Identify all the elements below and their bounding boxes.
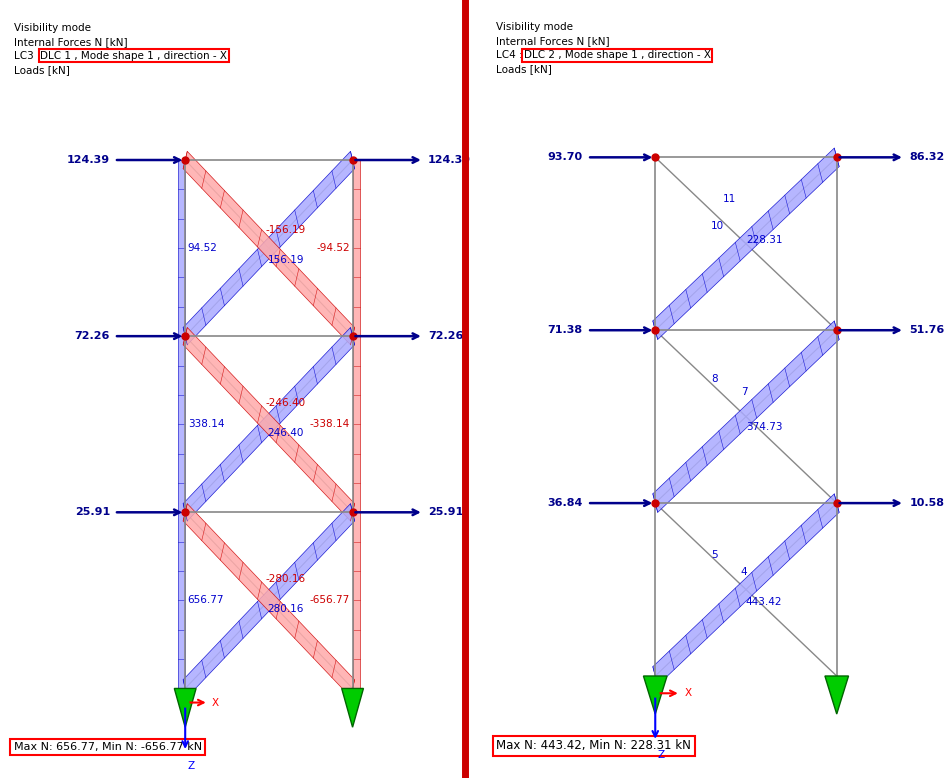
Text: 338.14: 338.14 [187, 419, 224, 429]
Polygon shape [178, 512, 185, 689]
Text: 374.73: 374.73 [745, 422, 782, 432]
Text: 25.91: 25.91 [428, 507, 464, 517]
Polygon shape [178, 336, 185, 512]
Polygon shape [184, 328, 355, 521]
Text: 86.32: 86.32 [909, 152, 944, 163]
Text: Max N: 656.77, Min N: -656.77 kN: Max N: 656.77, Min N: -656.77 kN [13, 742, 201, 752]
Text: 5: 5 [710, 550, 718, 560]
Text: 4: 4 [741, 567, 747, 577]
Text: -656.77: -656.77 [309, 595, 350, 605]
Text: 71.38: 71.38 [548, 325, 583, 335]
Text: X: X [212, 698, 219, 707]
Text: 656.77: 656.77 [187, 595, 224, 605]
Text: 10: 10 [710, 222, 724, 232]
Text: -246.40: -246.40 [266, 398, 306, 408]
Text: Visibility mode: Visibility mode [13, 23, 91, 33]
Text: 72.26: 72.26 [75, 331, 110, 342]
Polygon shape [353, 512, 360, 689]
Polygon shape [184, 152, 355, 345]
Polygon shape [342, 689, 363, 727]
Text: -156.19: -156.19 [266, 226, 306, 236]
Text: 7: 7 [741, 387, 747, 398]
Text: Internal Forces N [kN]: Internal Forces N [kN] [497, 37, 610, 47]
Polygon shape [643, 676, 667, 714]
Text: 10.58: 10.58 [909, 498, 944, 508]
Text: 246.40: 246.40 [268, 428, 304, 438]
Text: 124.39: 124.39 [67, 155, 110, 165]
Polygon shape [653, 494, 839, 685]
Text: 93.70: 93.70 [548, 152, 583, 163]
Text: -94.52: -94.52 [316, 243, 350, 253]
Text: Z: Z [658, 750, 665, 760]
Polygon shape [353, 336, 360, 512]
Text: 51.76: 51.76 [909, 325, 944, 335]
Text: DLC 1 , Mode shape 1 , direction - X: DLC 1 , Mode shape 1 , direction - X [41, 51, 227, 61]
Polygon shape [353, 160, 360, 336]
Polygon shape [184, 503, 355, 697]
Text: LC4 :: LC4 : [497, 50, 526, 60]
Text: Max N: 443.42, Min N: 228.31 kN: Max N: 443.42, Min N: 228.31 kN [497, 739, 692, 752]
Text: -338.14: -338.14 [309, 419, 350, 429]
Text: 280.16: 280.16 [268, 605, 304, 614]
Text: 228.31: 228.31 [745, 235, 782, 245]
Polygon shape [178, 160, 185, 336]
Polygon shape [184, 152, 355, 345]
Text: Z: Z [187, 761, 195, 771]
Text: 8: 8 [710, 373, 718, 384]
Polygon shape [174, 689, 196, 727]
Polygon shape [653, 148, 839, 339]
Text: LC3 :: LC3 : [13, 51, 44, 61]
Text: -280.16: -280.16 [266, 574, 306, 584]
Text: 25.91: 25.91 [75, 507, 110, 517]
Text: 156.19: 156.19 [268, 255, 304, 265]
Text: 72.26: 72.26 [428, 331, 464, 342]
Text: Visibility mode: Visibility mode [497, 23, 573, 33]
Text: DLC 2 , Mode shape 1 , direction - X: DLC 2 , Mode shape 1 , direction - X [524, 50, 710, 60]
Text: 11: 11 [723, 194, 736, 204]
Text: 443.42: 443.42 [745, 597, 782, 607]
Polygon shape [184, 328, 355, 521]
Text: X: X [684, 689, 692, 699]
Polygon shape [825, 676, 849, 714]
Text: 36.84: 36.84 [548, 498, 583, 508]
Text: Loads [kN]: Loads [kN] [497, 64, 552, 74]
Text: Internal Forces N [kN]: Internal Forces N [kN] [13, 37, 128, 47]
Polygon shape [653, 321, 839, 513]
Text: 124.39: 124.39 [428, 155, 471, 165]
Text: Loads [kN]: Loads [kN] [13, 65, 69, 75]
Text: 94.52: 94.52 [187, 243, 218, 253]
Polygon shape [184, 503, 355, 697]
